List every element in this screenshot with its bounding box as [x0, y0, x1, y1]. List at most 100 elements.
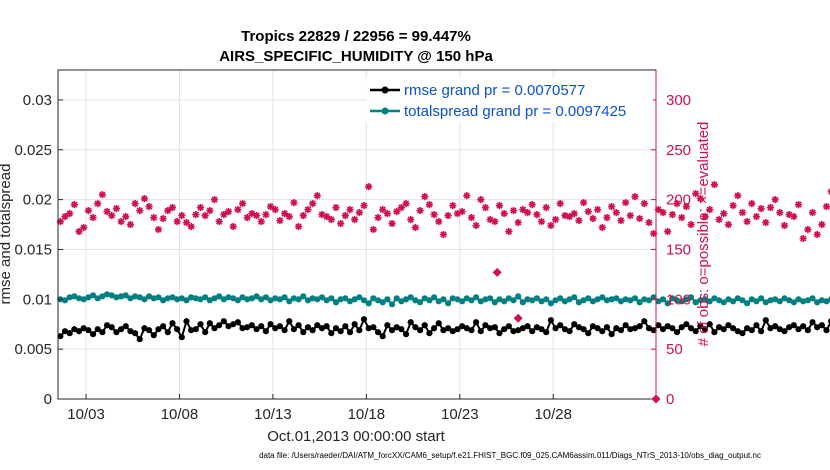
totalspread-point — [136, 294, 143, 301]
obs-evaluated-point — [589, 214, 597, 223]
obs-evaluated-point — [579, 198, 588, 207]
obs-evaluated-core — [329, 217, 334, 222]
totalspread-point — [603, 297, 611, 304]
rmse-point — [262, 328, 269, 335]
obs-evaluated-point — [313, 192, 321, 200]
rmse-point — [543, 329, 550, 336]
totalspread-point — [776, 298, 783, 305]
obs-evaluated-point — [594, 205, 602, 214]
rmse-point — [337, 328, 344, 335]
obs-evaluated-point — [682, 202, 690, 211]
obs-evaluated-point — [729, 201, 737, 210]
obs-evaluated-core — [417, 208, 423, 213]
totalspread-point — [239, 294, 246, 301]
rmse-point — [641, 318, 648, 325]
rmse-point — [496, 330, 503, 337]
obs-evaluated-core — [520, 207, 526, 212]
legend: rmse grand pr = 0.0070577 totalspread gr… — [366, 78, 653, 122]
obs-evaluated-core — [118, 219, 124, 224]
rmse-point — [459, 323, 466, 330]
rmse-point — [776, 326, 783, 333]
rmse-point — [561, 326, 568, 333]
rmse-point — [440, 327, 447, 334]
totalspread-point — [715, 297, 723, 304]
obs-evaluated-point — [224, 207, 233, 216]
obs-evaluated-point — [220, 210, 228, 219]
obs-evaluated-core — [735, 193, 740, 198]
rmse-point — [328, 330, 335, 337]
totalspread-point — [337, 296, 344, 303]
obs-evaluated-core — [684, 204, 689, 209]
totalspread-point — [678, 298, 685, 305]
obs-evaluated-point — [631, 193, 639, 201]
obs-evaluated-core — [343, 213, 348, 218]
totalspread-point — [496, 296, 503, 303]
obs-evaluated-core — [445, 213, 451, 218]
obs-evaluated-core — [333, 205, 339, 210]
rmse-point — [603, 324, 611, 331]
totalspread-point — [720, 299, 727, 306]
rmse-point — [379, 333, 386, 340]
totalspread-point — [94, 295, 101, 302]
totalspread-point — [617, 298, 625, 305]
obs-evaluated-core — [90, 215, 96, 220]
totalspread-point — [314, 296, 321, 303]
obs-evaluated-core — [712, 182, 717, 187]
rmse-point — [197, 321, 204, 328]
obs-evaluated-core — [375, 215, 381, 220]
totalspread-point — [328, 295, 335, 302]
obs-evaluated-point — [790, 212, 798, 221]
left-tick-label: 0.025 — [14, 142, 52, 159]
obs-evaluated-core — [726, 222, 731, 227]
obs-evaluated-core — [207, 208, 213, 213]
totalspread-point — [655, 298, 662, 305]
obs-evaluated-core — [693, 191, 698, 196]
totalspread-point — [426, 297, 433, 304]
obs-evaluated-core — [305, 207, 311, 212]
rmse-point — [697, 323, 704, 330]
rmse-point — [393, 324, 400, 331]
totalspread-point — [253, 293, 260, 300]
obs-evaluated-core — [160, 216, 166, 221]
rmse-point — [141, 325, 148, 332]
obs-evaluated-point — [565, 212, 574, 221]
obs-evaluated-core — [347, 207, 353, 212]
rmse-point — [454, 326, 461, 333]
rmse-point — [687, 325, 695, 332]
obs-evaluated-core — [109, 213, 114, 218]
totalspread-point — [412, 297, 419, 304]
obs-evaluated-core — [287, 214, 292, 219]
obs-evaluated-core — [539, 219, 544, 224]
obs-evaluated-core — [324, 214, 329, 219]
rmse-point — [533, 324, 540, 331]
totalspread-point — [85, 294, 92, 301]
totalspread-point — [589, 298, 597, 305]
totalspread-point — [552, 297, 559, 304]
totalspread-point — [122, 292, 129, 299]
rmse-point — [244, 324, 251, 331]
obs-evaluated-core — [511, 208, 516, 213]
rmse-point — [767, 325, 774, 332]
rmse-point — [75, 328, 83, 335]
rmse-point — [529, 328, 536, 335]
obs-evaluated-core — [698, 196, 703, 201]
totalspread-point — [272, 295, 279, 302]
rmse-point — [174, 326, 181, 333]
totalspread-point — [823, 298, 830, 305]
obs-evaluated-point — [813, 230, 821, 239]
x-tick-label: 10/08 — [161, 406, 199, 423]
obs-evaluated-core — [483, 205, 488, 210]
obs-evaluated-core — [455, 211, 460, 216]
rmse-point — [384, 322, 391, 329]
obs-evaluated-core — [763, 220, 768, 225]
totalspread-point — [267, 297, 274, 304]
obs-evaluated-core — [670, 212, 675, 217]
totalspread-point — [477, 298, 484, 305]
rmse-point — [192, 326, 199, 333]
obs-evaluated-core — [81, 225, 86, 230]
totalspread-point — [188, 294, 195, 301]
obs-evaluated-core — [394, 209, 399, 214]
totalspread-point — [631, 295, 639, 302]
rmse-point — [519, 325, 526, 332]
